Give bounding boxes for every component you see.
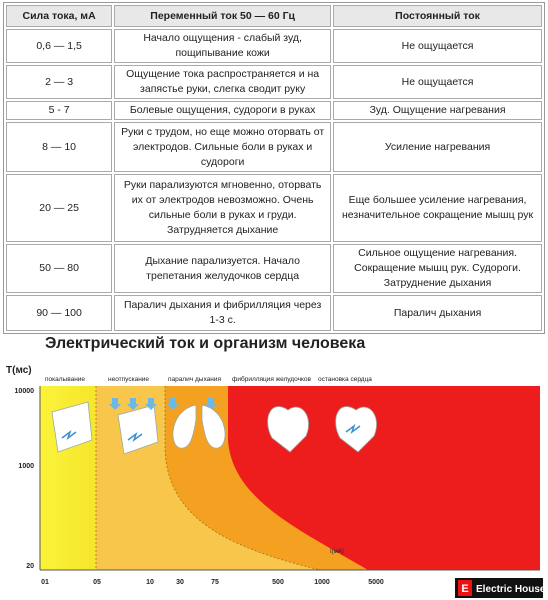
x-tick-label: 500 <box>272 579 284 586</box>
y-tick-label: 1000 <box>18 463 34 470</box>
logo: E Electric House <box>455 578 546 598</box>
diagram: Электрический ток и организм человека T(… <box>6 335 546 598</box>
table-cell: Еще большее усиление нагревания, незначи… <box>333 174 542 242</box>
y-tick-labels: 10000 1000 20 <box>15 388 35 570</box>
table-row: 50 — 80 Дыхание парализуется. Начало треп… <box>6 244 542 293</box>
table-row: 90 — 100 Паралич дыхания и фибрилляция че… <box>6 295 542 331</box>
x-tick-label: 75 <box>211 579 219 586</box>
logo-mark <box>458 580 472 596</box>
y-tick-label: 20 <box>26 563 34 570</box>
icon-lung <box>172 404 197 449</box>
y-axis-label: T(мс) <box>6 365 32 376</box>
y-tick-label: 10000 <box>15 388 35 395</box>
arrow <box>145 398 157 410</box>
icon-spark <box>345 423 361 435</box>
border-line <box>164 386 321 571</box>
table-cell: Усиление нагревания <box>333 122 542 172</box>
x-tick-label: 30 <box>176 579 184 586</box>
header-cell: Сила тока, мА <box>6 5 113 27</box>
zone-label: неотпускание <box>108 376 149 383</box>
table-cell: 0,6 — 1,5 <box>6 29 113 63</box>
logo-letter: E <box>461 583 468 595</box>
table-cell: Не ощущается <box>333 29 542 63</box>
table-cell: Болевые ощущения, судороги в руках <box>114 101 332 120</box>
table-cell: 20 — 25 <box>6 174 113 242</box>
logo-bg <box>455 578 543 598</box>
table-cell: Дыхание парализуется. Начало трепетания … <box>114 244 332 293</box>
current-effects-table: Сила тока, мА Переменный ток 50 — 60 Гц По… <box>3 2 545 334</box>
logo-text: Electric House <box>476 584 546 595</box>
table-row: 2 — 3 Ощущение тока распространяется и на… <box>6 65 542 99</box>
x-tick-label: 1000 <box>314 579 330 586</box>
table-row: 5 - 7 Болевые ощущения, судороги в руках З… <box>6 101 542 120</box>
zone-borders <box>95 386 321 571</box>
zone-label: паралич дыхания <box>168 376 221 383</box>
icon-hand <box>117 404 159 455</box>
icon-hand <box>51 401 93 453</box>
zone-label: покалывание <box>45 376 85 383</box>
table-row: 0,6 — 1,5 Начало ощущения - слабый зуд, п… <box>6 29 542 63</box>
icon-arrows <box>109 398 217 410</box>
table-cell: 5 - 7 <box>6 101 113 120</box>
x-tick-label: 01 <box>41 579 49 586</box>
table-cell: Паралич дыхания <box>333 295 542 331</box>
table-row: 20 — 25 Руки парализуются мгновенно, отор… <box>6 174 542 242</box>
table-row: 8 — 10 Руки с трудом, но еще можно оторва… <box>6 122 542 172</box>
zone-label: фибрилляция желудочков <box>232 375 311 383</box>
table-cell: Не ощущается <box>333 65 542 99</box>
x-tick-label: 05 <box>93 579 101 586</box>
zone-label: остановка сердца <box>318 376 372 383</box>
table-cell: 90 — 100 <box>6 295 113 331</box>
x-tick-label: 5000 <box>368 579 384 586</box>
x-axis-label: I(мА) <box>330 549 344 555</box>
icon-spark <box>127 431 143 443</box>
arrow <box>167 398 179 410</box>
icon-heart <box>267 406 309 453</box>
table-cell: Начало ощущения - слабый зуд, пощипывани… <box>114 29 332 63</box>
diagram-title: Электрический ток и организм человека <box>45 335 365 352</box>
table-cell: Ощущение тока распространяется и на запя… <box>114 65 332 99</box>
header-cell: Переменный ток 50 — 60 Гц <box>114 5 332 27</box>
x-tick-label: 10 <box>146 579 154 586</box>
header-row: Сила тока, мА Переменный ток 50 — 60 Гц По… <box>6 5 542 27</box>
table-cell: 2 — 3 <box>6 65 113 99</box>
table-cell: 8 — 10 <box>6 122 113 172</box>
icons <box>51 398 377 455</box>
table-cell: Руки с трудом, но еще можно оторвать от … <box>114 122 332 172</box>
arrow <box>127 398 139 410</box>
table-cell: Паралич дыхания и фибрилляция через 1-3 … <box>114 295 332 331</box>
table-cell: 50 — 80 <box>6 244 113 293</box>
x-tick-labels: 01 05 10 30 75 500 1000 5000 <box>41 579 384 586</box>
zone-labels: покалывание неотпускание паралич дыхания фи… <box>45 375 372 383</box>
icon-lung <box>201 404 226 449</box>
table-cell: Зуд. Ощущение нагревания <box>333 101 542 120</box>
arrow <box>109 398 121 410</box>
icon-spark <box>61 429 77 441</box>
header-cell: Постоянный ток <box>333 5 542 27</box>
table-cell: Руки парализуются мгновенно, оторвать их… <box>114 174 332 242</box>
table-cell: Сильное ощущение нагревания. Сокращение … <box>333 244 542 293</box>
